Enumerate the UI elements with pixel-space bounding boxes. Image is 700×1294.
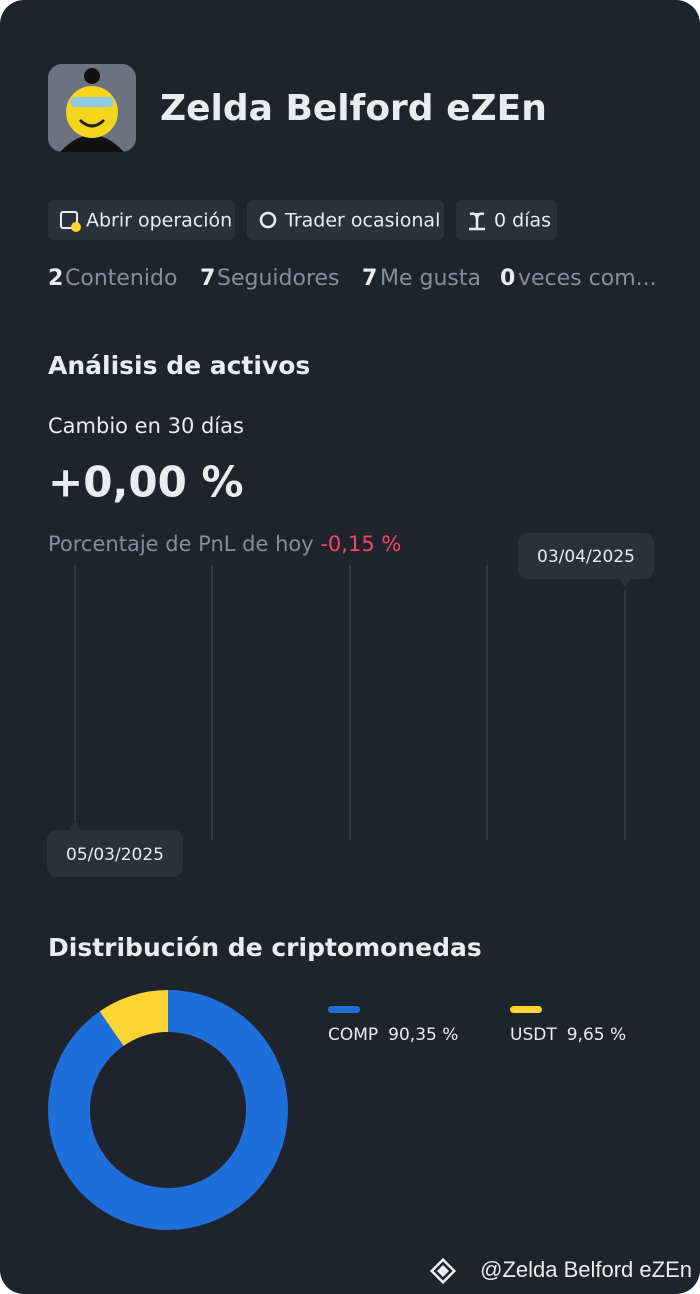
stat-count: 0 <box>500 266 515 291</box>
footer-handle: @Zelda Belford eZEn <box>480 1257 692 1282</box>
legend-entry: USDT 9,65 % <box>510 1025 626 1045</box>
tooltip-pointer <box>69 820 81 830</box>
tag-icon <box>469 212 485 231</box>
avatar <box>48 64 136 152</box>
tag-label: 0 días <box>494 210 551 232</box>
section-title: Análisis de activos <box>48 351 310 380</box>
start-date: 05/03/2025 <box>66 845 164 865</box>
donut-segment <box>99 990 169 1047</box>
legend-swatch <box>328 1006 360 1013</box>
change-value: +0,00 % <box>48 458 244 507</box>
legend-name: COMP <box>328 1025 378 1045</box>
stat-count: 7 <box>362 266 377 291</box>
pnl-text: Porcentaje de PnL de hoy -0,15 % <box>48 532 401 556</box>
tag-icon <box>259 211 277 229</box>
stat-label: Contenido <box>65 266 177 291</box>
stat-label: Me gusta <box>380 266 481 291</box>
donut-segment <box>48 990 288 1230</box>
tag-chip <box>247 200 444 240</box>
date-tooltip <box>47 830 183 877</box>
legend-name: USDT <box>510 1025 557 1045</box>
legend-swatch <box>510 1006 542 1013</box>
tag-icon <box>60 211 78 229</box>
legend-value: 9,65 % <box>567 1025 626 1045</box>
section-title: Distribución de criptomonedas <box>48 933 482 962</box>
tooltip-pointer <box>619 579 631 588</box>
tag-label: Trader ocasional <box>284 210 440 232</box>
chart-lines <box>74 565 626 840</box>
date-tooltip <box>518 533 654 579</box>
legend-value: 90,35 % <box>388 1025 458 1045</box>
footer-logo <box>429 1257 457 1285</box>
stat-count: 2 <box>48 266 63 291</box>
tag-icon <box>71 222 81 232</box>
end-date: 03/04/2025 <box>537 547 635 567</box>
stat-label: Seguidores <box>217 266 340 291</box>
donut-chart <box>48 990 288 1230</box>
pnl-value: -0,15 % <box>320 532 401 556</box>
stat-count: 7 <box>200 266 215 291</box>
stat-label: veces com... <box>518 266 657 291</box>
profile-name: Zelda Belford eZEn <box>160 88 547 129</box>
change-label: Cambio en 30 días <box>48 414 244 438</box>
tag-label: Abrir operación <box>86 210 232 232</box>
pnl-label: Porcentaje de PnL de hoy <box>48 532 314 556</box>
tag-chip <box>48 200 235 240</box>
legend-entry: COMP 90,35 % <box>328 1025 458 1045</box>
